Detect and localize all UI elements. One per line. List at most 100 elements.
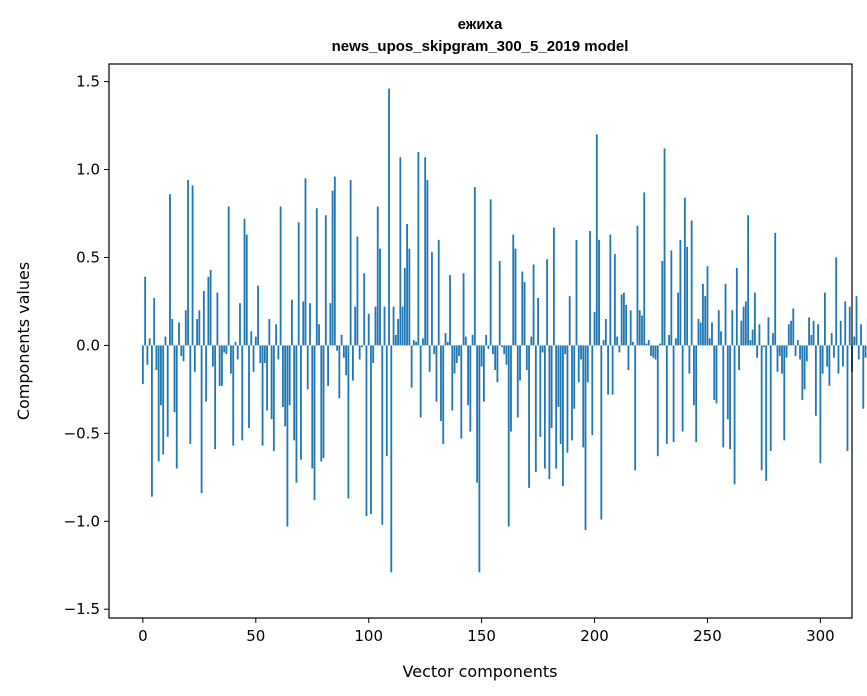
plot-frame xyxy=(108,63,853,619)
bar xyxy=(196,319,198,346)
bar xyxy=(288,345,291,406)
bar xyxy=(252,345,255,372)
bar xyxy=(492,345,494,355)
bar xyxy=(503,345,506,355)
y-tick-label: −1.5 xyxy=(64,600,100,618)
bar xyxy=(638,310,641,346)
bar xyxy=(141,345,144,385)
bar xyxy=(327,345,329,386)
bar xyxy=(496,345,499,383)
bar xyxy=(699,322,702,346)
x-axis-label: Vector components xyxy=(403,662,558,681)
bar xyxy=(702,283,704,346)
bar xyxy=(431,252,433,346)
bar xyxy=(358,345,361,360)
bar xyxy=(451,345,454,411)
bar xyxy=(442,345,445,444)
bar xyxy=(320,345,323,462)
bar xyxy=(742,306,745,346)
bar xyxy=(455,345,458,363)
bar xyxy=(302,301,305,346)
x-tick-label: 250 xyxy=(693,627,722,645)
bar xyxy=(469,345,472,432)
bar xyxy=(462,273,465,346)
bar xyxy=(243,218,246,346)
bar xyxy=(541,345,544,353)
bar xyxy=(261,345,264,446)
bar xyxy=(656,345,659,457)
bar xyxy=(370,345,372,515)
bar xyxy=(824,292,826,346)
bar xyxy=(665,345,668,444)
bar xyxy=(189,345,192,444)
bar xyxy=(397,319,399,346)
bar xyxy=(437,239,440,346)
bar xyxy=(677,292,680,346)
bar xyxy=(523,282,526,346)
bar xyxy=(392,306,395,346)
bar xyxy=(311,345,314,469)
bar xyxy=(214,345,217,450)
bar xyxy=(539,345,542,437)
bar xyxy=(489,199,492,346)
x-tick-label: 0 xyxy=(138,627,148,645)
bar xyxy=(790,320,792,346)
bar xyxy=(785,345,788,358)
bar xyxy=(338,345,341,399)
bar xyxy=(433,345,436,355)
bar xyxy=(643,192,646,346)
bar xyxy=(347,345,350,499)
bar xyxy=(415,341,418,346)
bar xyxy=(399,157,402,346)
bar xyxy=(306,345,309,390)
bar xyxy=(717,310,720,346)
bar xyxy=(153,297,156,346)
bar xyxy=(688,345,691,374)
bar xyxy=(184,310,187,346)
bar xyxy=(146,345,149,365)
bar xyxy=(830,333,833,346)
bar xyxy=(388,88,390,346)
bar xyxy=(857,345,860,360)
bar xyxy=(379,248,381,346)
bar xyxy=(198,310,201,346)
bar xyxy=(440,345,442,422)
bar xyxy=(557,345,560,407)
bar xyxy=(706,266,709,346)
bar xyxy=(650,345,652,356)
bar xyxy=(333,176,336,346)
bar xyxy=(528,345,530,488)
bar xyxy=(331,190,334,346)
bar xyxy=(625,304,628,346)
bar xyxy=(286,345,289,527)
bar xyxy=(410,345,413,388)
bar xyxy=(516,345,519,418)
bar xyxy=(180,345,183,356)
bar xyxy=(519,345,521,381)
bar xyxy=(232,345,235,446)
bar xyxy=(562,345,564,487)
bar xyxy=(715,345,718,404)
bar xyxy=(424,157,427,346)
bar xyxy=(593,311,596,346)
bar xyxy=(342,345,345,358)
bar xyxy=(774,232,777,346)
bar xyxy=(756,345,759,358)
bar xyxy=(182,345,185,362)
bar xyxy=(641,315,643,346)
bar xyxy=(322,345,325,458)
bar xyxy=(218,345,221,386)
bar xyxy=(419,345,422,418)
bar xyxy=(552,227,555,346)
bar xyxy=(345,345,348,376)
bar xyxy=(385,345,388,457)
bar xyxy=(401,306,404,346)
bar xyxy=(428,345,431,372)
bar xyxy=(245,234,248,346)
bar xyxy=(530,336,533,346)
bar xyxy=(444,333,447,346)
bar xyxy=(157,345,160,462)
bar xyxy=(600,345,603,520)
bar xyxy=(731,310,734,346)
